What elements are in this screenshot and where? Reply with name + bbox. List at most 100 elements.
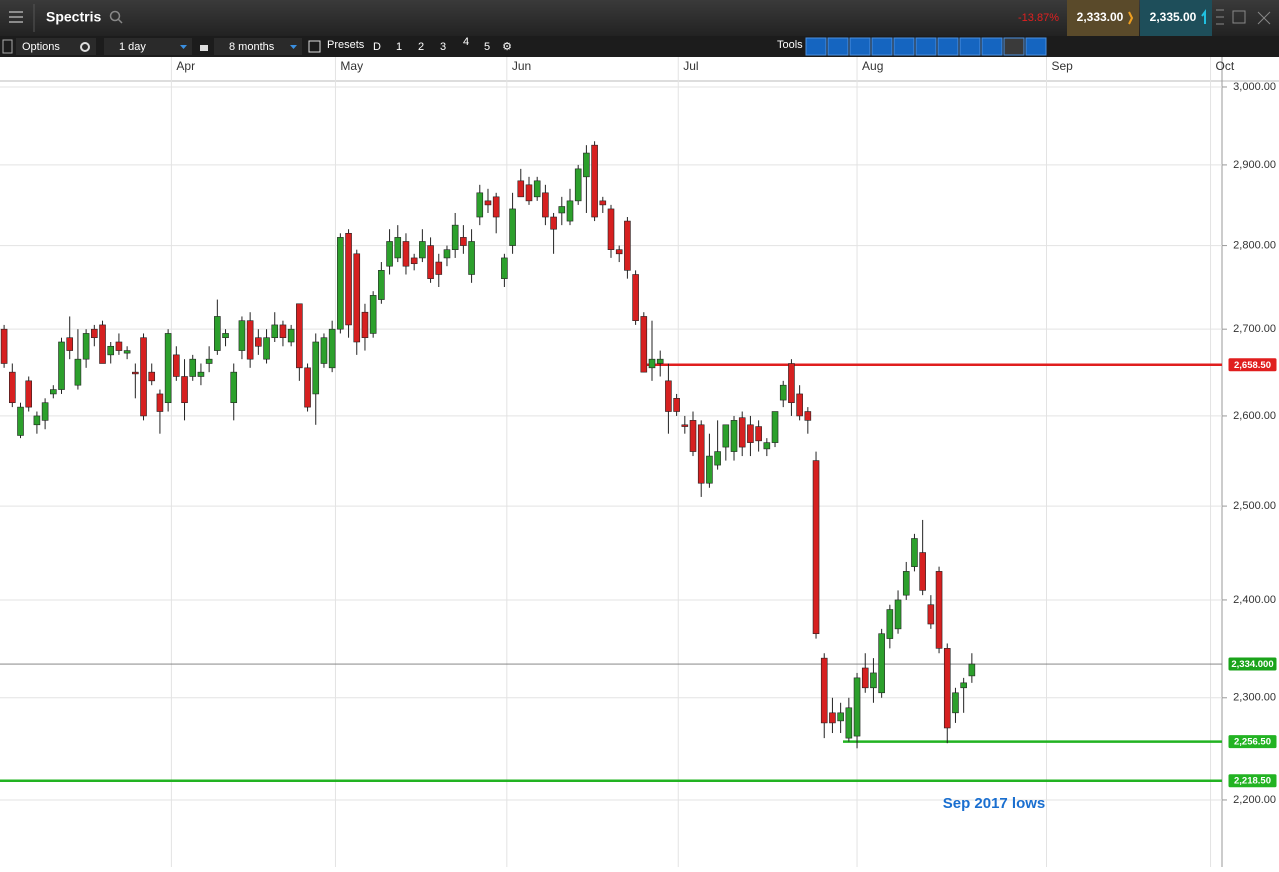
window-controls[interactable] — [1216, 9, 1271, 25]
options-button[interactable] — [16, 38, 96, 55]
y-tick-label: 2,900.00 — [1233, 159, 1276, 171]
candle-body — [673, 398, 680, 412]
options-icon[interactable] — [2, 39, 13, 54]
candle-body — [427, 245, 434, 279]
preset-button[interactable]: D — [373, 41, 381, 53]
candle-body — [222, 333, 229, 339]
candle-body — [435, 261, 443, 275]
menu-button[interactable] — [9, 11, 23, 23]
candle-body — [878, 633, 885, 694]
candle-body — [214, 316, 221, 351]
candle-body — [525, 184, 533, 202]
buy-button[interactable] — [1140, 0, 1212, 36]
tool-button[interactable] — [805, 37, 827, 56]
candle-body — [419, 241, 426, 259]
candle-body — [730, 420, 738, 452]
tool-button[interactable] — [915, 37, 937, 56]
lock-icon[interactable] — [200, 45, 208, 51]
settings-icon[interactable] — [80, 42, 90, 52]
candle-body — [140, 337, 147, 417]
header-bar — [0, 0, 1279, 36]
tool-button[interactable] — [827, 37, 849, 56]
x-tick-label: Oct — [1216, 59, 1235, 73]
x-tick-label: Aug — [862, 59, 883, 73]
candle-body — [402, 241, 410, 267]
candle-body — [0, 328, 8, 364]
price-line-label: 2,658.50 — [1234, 360, 1271, 371]
tool-button[interactable] — [849, 37, 871, 56]
toolbar-gear[interactable]: ⚙ — [502, 41, 512, 53]
x-tick-label: Jun — [512, 59, 531, 73]
candle-body — [9, 371, 16, 404]
candle-body — [837, 712, 844, 722]
candle-body — [197, 371, 205, 377]
candle-body — [845, 707, 853, 739]
tool-button[interactable] — [1003, 37, 1025, 56]
preset-button[interactable]: 1 — [396, 41, 402, 53]
presets-label: Presets — [327, 39, 365, 51]
preset-button[interactable]: 3 — [440, 41, 446, 53]
candle-body — [230, 371, 238, 404]
tool-buttons — [805, 37, 1047, 56]
preset-button[interactable]: 4 — [463, 36, 469, 48]
candle-body — [747, 424, 754, 443]
preset-button[interactable]: 5 — [484, 41, 490, 53]
candle-body — [665, 380, 672, 412]
search-icon[interactable] — [109, 10, 123, 24]
buy-arrow — [1201, 9, 1206, 24]
grid — [0, 57, 1222, 867]
candle-body — [607, 208, 615, 250]
candle-body — [107, 345, 115, 356]
tool-button[interactable] — [893, 37, 915, 56]
tool-button[interactable] — [871, 37, 893, 56]
candle-body — [394, 237, 402, 259]
interval-select[interactable] — [104, 38, 192, 55]
tool-button[interactable] — [959, 37, 981, 56]
range-label[interactable]: 8 months — [229, 41, 275, 53]
candle-body — [91, 328, 98, 339]
candle-body — [861, 667, 869, 689]
candle-body — [451, 224, 459, 250]
candle-body — [189, 358, 197, 377]
preset-button[interactable]: 2 — [418, 41, 424, 53]
y-tick-label: 3,000.00 — [1233, 81, 1276, 93]
candle-body — [501, 257, 508, 279]
y-tick-label: 2,400.00 — [1233, 594, 1276, 606]
candle-body — [919, 552, 926, 591]
candle-body — [50, 389, 57, 395]
sell-button[interactable] — [1067, 0, 1139, 36]
buy-price[interactable]: 2,335.00 — [1150, 10, 1197, 24]
x-tick-label: Jul — [683, 59, 698, 73]
chart-area — [0, 57, 1279, 867]
candle-body — [304, 367, 311, 408]
tool-button[interactable] — [937, 37, 959, 56]
candle-body — [960, 682, 967, 689]
candle-body — [894, 599, 902, 630]
tool-button[interactable] — [981, 37, 1003, 56]
candle-body — [763, 442, 771, 450]
candle-body — [697, 424, 705, 484]
sell-price[interactable]: 2,333.00 — [1077, 10, 1124, 24]
tools-label: Tools — [777, 39, 803, 51]
candle-body — [156, 393, 164, 412]
tool-button[interactable] — [1025, 37, 1047, 56]
candle-body — [902, 571, 910, 596]
candle-body — [706, 455, 713, 484]
price-line-label: 2,334.000 — [1231, 659, 1273, 670]
candle-body — [353, 253, 361, 343]
candle-body — [66, 337, 74, 351]
y-tick-label: 2,700.00 — [1233, 323, 1276, 335]
candle-body — [484, 200, 492, 206]
options-label[interactable]: Options — [22, 41, 60, 53]
candle-body — [148, 371, 156, 382]
candle-body — [378, 270, 385, 300]
calendar-icon[interactable] — [308, 40, 321, 53]
range-select[interactable] — [214, 38, 302, 55]
candle-body — [615, 249, 623, 255]
interval-label[interactable]: 1 day — [119, 41, 146, 53]
candle-body — [41, 402, 49, 421]
candle-body — [345, 232, 352, 326]
candle-body — [829, 712, 836, 724]
